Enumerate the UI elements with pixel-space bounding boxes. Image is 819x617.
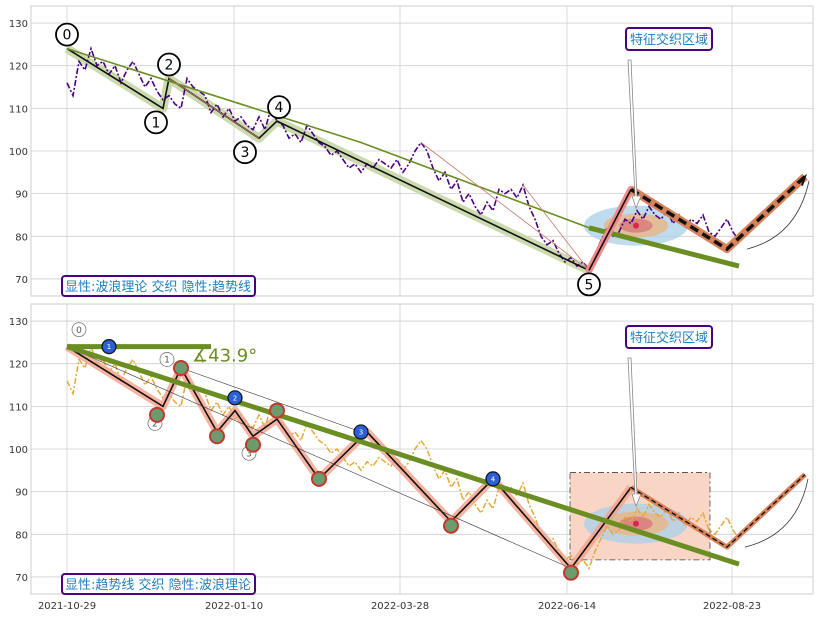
- x-tick-label: 2022-06-14: [538, 601, 596, 612]
- top-y-tick-label: 120: [9, 62, 28, 73]
- bottom-zone-label-box: [625, 325, 713, 349]
- bottom-blue-badge-label: 1: [107, 343, 111, 351]
- bottom-angle-label: ∡43.9°: [192, 346, 257, 367]
- x-tick-label: 2022-01-10: [205, 601, 263, 612]
- bottom-ghost-marker: [159, 352, 175, 367]
- bottom-zone-arrow: [627, 357, 642, 508]
- bottom-zone-label: 特征交织区域: [630, 330, 708, 346]
- top-guide-line: [522, 184, 590, 271]
- top-wave-marker-label: 4: [275, 100, 284, 116]
- top-forecast-curve: [746, 180, 810, 250]
- bottom-legend-label: 显性:趋势线 交织 隐性:波浪理论: [65, 577, 251, 593]
- x-axis: 2021-10-29 2022-01-10 2022-03-28 2022-06-14…: [38, 601, 761, 612]
- top-y-tick-label: 130: [9, 19, 28, 30]
- top-y-tick-label: 110: [9, 104, 28, 115]
- top-wave-marker: [267, 95, 291, 120]
- bottom-ghost-marker-label: 0: [76, 326, 82, 336]
- bottom-legend-box: [61, 573, 256, 595]
- bottom-forecast-dashed: [630, 474, 806, 548]
- bottom-y-tick-label: 100: [9, 445, 28, 456]
- top-y-tick-label: 70: [15, 275, 28, 286]
- bottom-y-tick-label: 90: [15, 488, 28, 499]
- top-wave-marker-label: 1: [152, 115, 161, 131]
- top-trend-upper: [66, 47, 590, 229]
- x-tick-label: 2021-10-29: [38, 601, 96, 612]
- top-wave-marker-label: 5: [585, 277, 594, 293]
- bottom-y-tick-label: 80: [15, 530, 28, 541]
- top-wave-marker: [577, 272, 601, 297]
- bottom-green-badge: [563, 564, 579, 581]
- bottom-green-badge: [245, 436, 261, 453]
- top-y-tick-label: 80: [15, 232, 28, 243]
- bottom-ghost-marker-label: 1: [164, 356, 170, 366]
- top-forecast-arrowhead: [796, 173, 807, 186]
- top-wave-marker-label: 0: [63, 28, 72, 44]
- top-legend-box: [61, 275, 256, 297]
- bottom-guide-line: [66, 346, 572, 569]
- bottom-blue-badge: [227, 390, 243, 406]
- top-guide-line: [420, 142, 590, 271]
- bottom-trend-line: [66, 344, 740, 567]
- top-zone-arrow: [627, 59, 642, 210]
- bottom-blue-badge: [485, 471, 501, 487]
- bottom-blue-badge-label: 3: [359, 428, 363, 436]
- bottom-blue-badge: [353, 424, 369, 440]
- top-y-tick-label: 100: [9, 147, 28, 158]
- top-wave-marker: [144, 110, 168, 135]
- bottom-feature-point: [633, 520, 639, 527]
- bottom-blue-badge-label: 4: [491, 475, 496, 483]
- bottom-ghost-marker: [71, 322, 87, 337]
- top-price-line: [66, 45, 740, 273]
- bottom-green-badge: [149, 406, 165, 423]
- bottom-blue-badge-label: 2: [233, 394, 237, 402]
- bottom-y-tick-label: 130: [9, 317, 28, 328]
- top-legend-label: 显性:波浪理论 交织 隐性:趋势线: [65, 279, 251, 295]
- bottom-green-badge: [269, 402, 285, 419]
- x-tick-label: 2022-08-23: [703, 601, 761, 612]
- top-wave-marker-label: 2: [165, 58, 174, 74]
- bottom-ghost-marker-label: 2: [152, 420, 158, 430]
- top-guide-line: [168, 78, 260, 139]
- bottom-ghost-marker-label: 3: [246, 450, 252, 460]
- top-wave-marker: [233, 140, 257, 165]
- bottom-blue-badge: [101, 339, 117, 355]
- bottom-green-badge: [173, 359, 189, 376]
- bottom-y-tick-label: 70: [15, 573, 28, 584]
- top-wave-marker: [157, 52, 181, 77]
- top-trend-lower: [588, 225, 740, 269]
- top-wave-marker: [55, 22, 79, 47]
- bottom-green-badge: [209, 428, 225, 445]
- bottom-guide-line: [180, 367, 362, 433]
- top-zone-label: 特征交织区域: [630, 32, 708, 48]
- top-forecast-dashed: [630, 175, 807, 252]
- top-forecast-line: [588, 189, 632, 271]
- x-tick-label: 2022-03-28: [371, 601, 429, 612]
- top-feature-point: [633, 222, 639, 229]
- top-wave-marker-label: 3: [241, 145, 250, 161]
- bottom-green-badge: [443, 517, 459, 534]
- bottom-y-tick-label: 120: [9, 360, 28, 371]
- top-y-tick-label: 90: [15, 190, 28, 201]
- bottom-chart-panel: 70 80 90 100 110 120 130 ∡43.9° 0 2 1 3 1 2 3 4 特征交织区域显性…: [9, 303, 814, 595]
- bottom-green-badge: [311, 470, 327, 487]
- bottom-y-tick-label: 110: [9, 402, 28, 413]
- top-zone-label-box: [625, 27, 713, 51]
- bottom-forecast-curve: [744, 478, 809, 548]
